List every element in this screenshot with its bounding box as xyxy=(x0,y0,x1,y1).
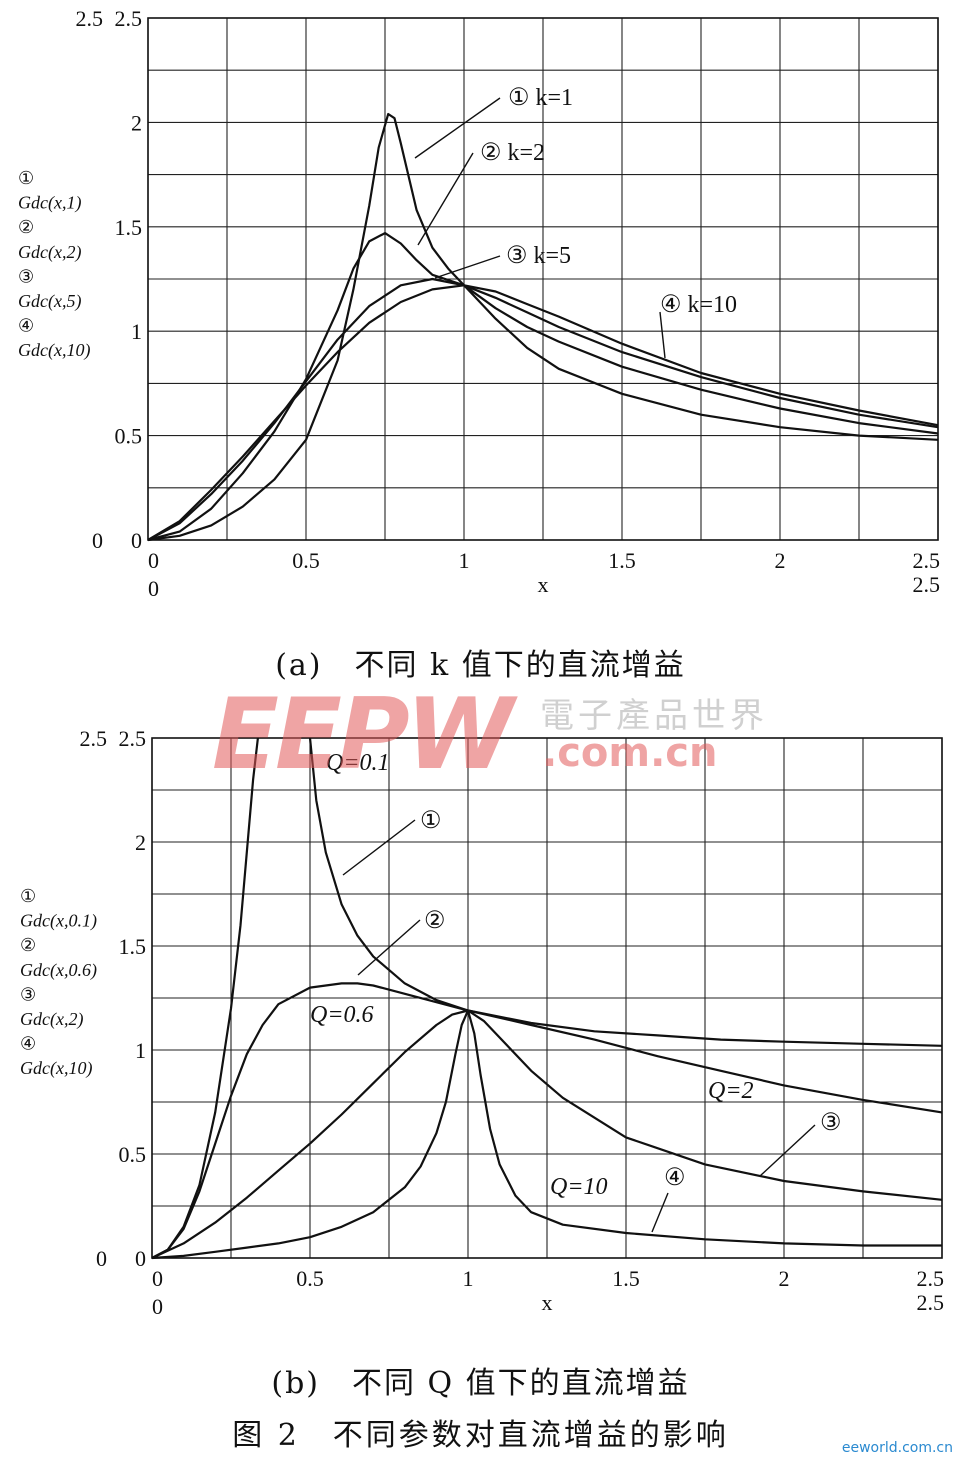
x-tick-label: 1 xyxy=(459,548,470,573)
y-tick-label: 0.5 xyxy=(119,1142,147,1167)
corner-bottom-label: 0 xyxy=(96,1246,107,1271)
y-tick-label: 1 xyxy=(135,1038,146,1063)
annotation-leader xyxy=(434,255,501,279)
x-extra-label: 0 xyxy=(152,1294,163,1319)
y-axis-label-line: ② xyxy=(20,935,36,955)
y-axis-label-line: Gdc(x,10) xyxy=(18,340,90,361)
annotation-label: ① k=1 xyxy=(508,85,573,111)
x-axis-label: x xyxy=(538,572,549,597)
annotation-leader xyxy=(759,1124,816,1177)
x-tick-label: 1.5 xyxy=(612,1266,640,1291)
series-line xyxy=(147,284,939,541)
x-tick-label: 2.5 xyxy=(917,1266,945,1291)
y-tick-label: 0 xyxy=(135,1246,146,1271)
watermark-chinese: 電子產品世界 xyxy=(540,696,768,736)
caption-b: (b) 不同 Q 值下的直流增益 xyxy=(271,1366,690,1401)
series-line xyxy=(147,277,939,541)
corner-watermark: eeworld.com.cn xyxy=(841,1440,953,1456)
y-tick-label: 1.5 xyxy=(119,934,147,959)
annotation-leader xyxy=(651,1192,669,1233)
x-tick-label: 0.5 xyxy=(296,1266,324,1291)
grid xyxy=(151,737,943,1259)
x-tick-label: 2.5 xyxy=(913,548,941,573)
annotation-label: ① xyxy=(420,808,442,834)
x-extra-label: 2.5 xyxy=(917,1290,945,1315)
corner-top-label: 2.5 xyxy=(76,6,104,31)
chart-b: 00.511.522.52.500 0.5 1 1.5 2 2.50 2.5x①Gdc(x,… xyxy=(20,726,945,1319)
x-extra-label: 2.5 xyxy=(913,572,941,597)
annotation-label: ③ xyxy=(820,1110,842,1136)
y-tick-label: 2.5 xyxy=(115,6,143,31)
x-tick-label: 2 xyxy=(779,1266,790,1291)
annotation-leader xyxy=(414,97,501,159)
y-axis-label-line: ④ xyxy=(20,1034,36,1054)
watermark-logo: EEPW xyxy=(212,678,514,792)
corner-top-label: 2.5 xyxy=(80,726,108,751)
y-tick-label: 0 xyxy=(131,528,142,553)
y-axis-label-line: ④ xyxy=(18,316,34,336)
x-tick-label: 2 xyxy=(775,548,786,573)
watermark-domain: .com.cn xyxy=(542,730,718,776)
series-line xyxy=(147,112,939,542)
y-tick-label: 2.5 xyxy=(119,726,147,751)
annotation-label: Q=0.1 xyxy=(326,750,390,776)
y-tick-label: 1 xyxy=(131,319,142,344)
annotation-leader xyxy=(357,919,421,976)
y-axis-label-line: Gdc(x,10) xyxy=(20,1058,92,1079)
caption-a: (a) 不同 k 值下的直流增益 xyxy=(275,648,686,683)
series-line xyxy=(151,1009,942,1260)
figure-caption: 图 2 不同参数对直流增益的影响 xyxy=(232,1418,729,1453)
annotation-label: ② k=2 xyxy=(480,140,545,166)
y-tick-label: 2 xyxy=(135,830,146,855)
annotation-leader xyxy=(342,819,416,876)
series-line xyxy=(151,982,943,1259)
y-axis-label-line: ③ xyxy=(18,266,34,286)
plot-frame xyxy=(147,17,939,541)
y-tick-label: 2 xyxy=(131,110,142,135)
y-tick-label: 1.5 xyxy=(115,215,143,240)
y-axis-label-line: Gdc(x,2) xyxy=(18,242,81,263)
y-axis-label-line: Gdc(x,0.1) xyxy=(20,911,97,932)
annotation-leader xyxy=(417,152,474,246)
y-axis-label-line: Gdc(x,2) xyxy=(20,1009,83,1030)
y-axis-label-line: ③ xyxy=(20,984,36,1004)
annotation-label: ③ k=5 xyxy=(506,243,571,269)
annotation-label: Q=0.6 xyxy=(310,1002,374,1028)
series-line xyxy=(147,232,939,542)
x-tick-label: 0.5 xyxy=(292,548,320,573)
series-line xyxy=(151,1009,943,1259)
annotation-label: Q=2 xyxy=(708,1078,754,1104)
y-axis-label-line: Gdc(x,0.6) xyxy=(20,960,97,981)
corner-bottom-label: 0 xyxy=(92,528,103,553)
annotation-label: ④ k=10 xyxy=(660,292,737,318)
x-tick-label: 1.5 xyxy=(608,548,636,573)
y-tick-label: 0.5 xyxy=(115,424,143,449)
x-tick-label: 0 xyxy=(152,1266,163,1291)
y-axis-label-line: ② xyxy=(18,217,34,237)
annotation-label: Q=10 xyxy=(550,1174,608,1200)
y-axis-label-line: ① xyxy=(18,168,34,188)
annotation-leader xyxy=(659,311,666,359)
chart-a: 00.511.522.52.500 0.5 1 1.5 2 2.50 2.5x①Gdc(x,… xyxy=(18,6,941,601)
annotation-label: ④ xyxy=(664,1165,686,1191)
y-axis-label-line: Gdc(x,1) xyxy=(18,193,81,214)
y-axis-label-line: ① xyxy=(20,886,36,906)
x-tick-label: 1 xyxy=(463,1266,474,1291)
x-tick-label: 0 xyxy=(148,548,159,573)
x-extra-label: 0 xyxy=(148,576,159,601)
annotation-label: ② xyxy=(424,908,446,934)
y-axis-label-line: Gdc(x,5) xyxy=(18,291,81,312)
plot-frame xyxy=(151,737,943,1259)
x-axis-label: x xyxy=(542,1290,553,1315)
